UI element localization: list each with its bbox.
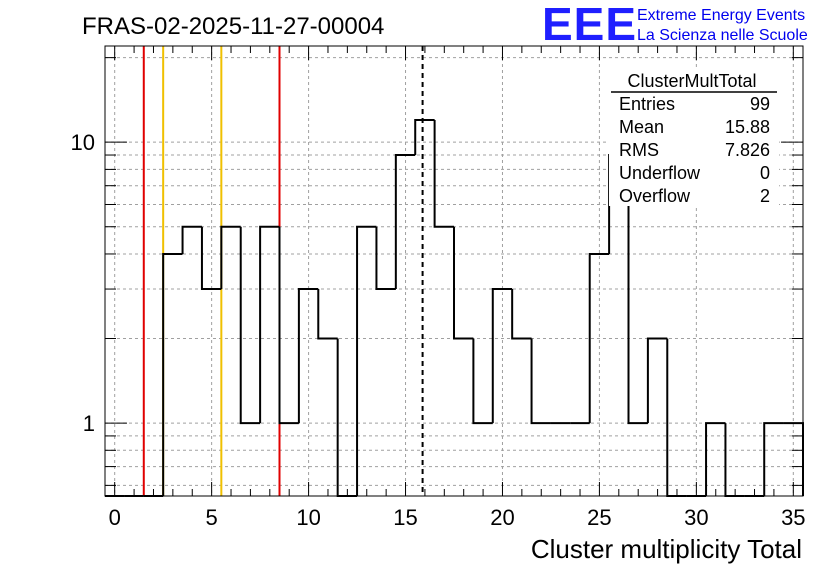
eee-logo-line1: Extreme Energy Events	[637, 7, 805, 24]
histogram-bin	[200, 226, 222, 291]
eee-logo-mark: EEE	[542, 0, 637, 50]
histogram-bin	[297, 288, 319, 424]
stats-row-label: RMS	[619, 140, 659, 160]
stats-box-bg	[609, 68, 779, 206]
stats-row-label: Entries	[619, 94, 675, 114]
x-axis-label: Cluster multiplicity Total	[531, 534, 802, 564]
x-tick-label: 30	[684, 505, 708, 530]
histogram-bin	[220, 225, 241, 290]
histogram-bin	[588, 252, 610, 424]
stats-row-value: 7.826	[725, 140, 770, 160]
histogram-bin	[356, 225, 377, 496]
histogram-bin	[162, 252, 183, 496]
histogram-bin	[336, 338, 358, 497]
run-title: FRAS-02-2025-11-27-00004	[82, 13, 384, 40]
stats-row-value: 15.88	[725, 117, 770, 137]
x-tick-label: 25	[587, 505, 611, 530]
histogram-bin	[627, 155, 648, 425]
histogram-bin	[666, 338, 687, 497]
x-tick-label: 5	[206, 505, 218, 530]
histogram-bin	[239, 226, 261, 425]
stats-box-title: ClusterMultTotal	[627, 71, 756, 91]
stats-row-value: 99	[750, 94, 770, 114]
x-tick-label: 10	[296, 505, 320, 530]
eee-logo-line2: La Scienza nelle Scuole	[637, 27, 808, 44]
histogram-bin	[259, 225, 280, 424]
stats-box: ClusterMultTotal Entries 99 Mean 15.88 RMS 7.…	[609, 68, 779, 206]
stats-rows: Entries 99 Mean 15.88 RMS 7.826 Underflow 0 Over…	[619, 94, 770, 206]
histogram-bin	[394, 154, 416, 290]
histogram-bin	[705, 422, 726, 496]
histogram-bin	[472, 338, 493, 425]
histogram-bin	[414, 118, 435, 156]
x-tick-label: 35	[781, 505, 805, 530]
histogram-bin	[511, 289, 532, 340]
histogram-bin	[278, 226, 299, 425]
x-tick-label: 20	[490, 505, 514, 530]
histogram-bin	[317, 289, 338, 340]
histogram-bin	[491, 288, 513, 424]
histogram-bin	[763, 422, 784, 496]
histogram-bin	[453, 226, 474, 340]
eee-logo: EEE Extreme Energy Events La Scienza nel…	[542, 0, 808, 50]
stats-row-label: Underflow	[619, 163, 701, 183]
x-tick-label: 15	[393, 505, 417, 530]
plot-frame	[104, 45, 804, 497]
stats-row-value: 2	[760, 186, 770, 206]
histogram-bin	[646, 337, 668, 424]
y-tick-label: 10	[71, 130, 95, 155]
histogram-bin	[181, 225, 202, 254]
stats-row-label: Mean	[619, 117, 664, 137]
stats-row-value: 0	[760, 163, 770, 183]
histogram-bin	[433, 119, 454, 228]
histogram-bin	[530, 338, 551, 425]
marker-lines	[142, 46, 424, 496]
y-tick-label: 1	[83, 411, 95, 436]
axes	[104, 45, 804, 497]
x-tick-label: 0	[109, 505, 121, 530]
histogram-bin	[375, 226, 396, 291]
stats-row-label: Overflow	[619, 186, 691, 206]
